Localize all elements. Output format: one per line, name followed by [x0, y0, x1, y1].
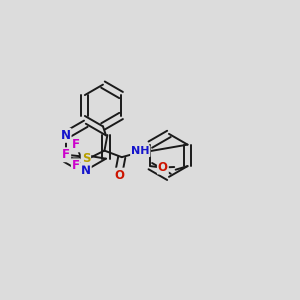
Text: F: F	[72, 138, 80, 152]
Text: N: N	[81, 164, 91, 177]
Text: O: O	[158, 160, 168, 173]
Text: S: S	[82, 152, 90, 165]
Text: F: F	[62, 148, 70, 161]
Text: NH: NH	[131, 146, 149, 156]
Text: O: O	[114, 169, 124, 182]
Text: N: N	[61, 129, 70, 142]
Text: F: F	[72, 159, 80, 172]
